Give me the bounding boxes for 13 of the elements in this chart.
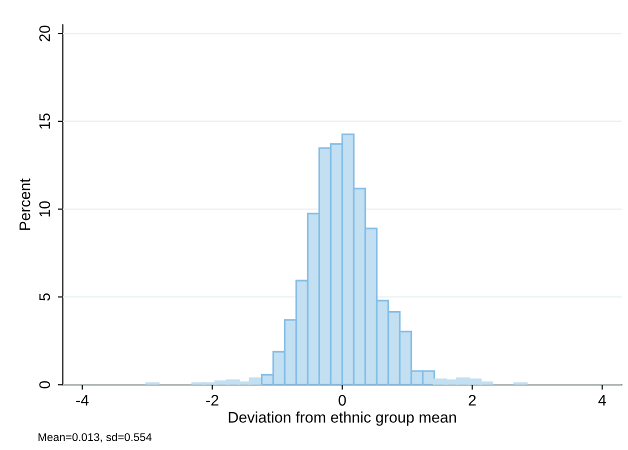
x-tick-label: -2 <box>206 394 218 406</box>
text: Mean=0.013, sd=0.554 <box>38 432 152 442</box>
y-tick-label: 15 <box>39 113 50 129</box>
y-tick-label: 5 <box>39 293 50 301</box>
y-tick-label: 0 <box>39 381 50 388</box>
y-axis-title: Percent <box>20 178 30 230</box>
x-axis-title: Deviation from ethnic group mean <box>228 411 456 426</box>
x-tick-label: 2 <box>468 394 476 406</box>
x-tick-label: -4 <box>76 395 89 406</box>
y-tick-label: 10 <box>39 201 50 216</box>
x-tick-label: 4 <box>598 395 606 406</box>
y-tick-label: 20 <box>39 26 50 42</box>
x-tick-label: 0 <box>338 394 346 406</box>
